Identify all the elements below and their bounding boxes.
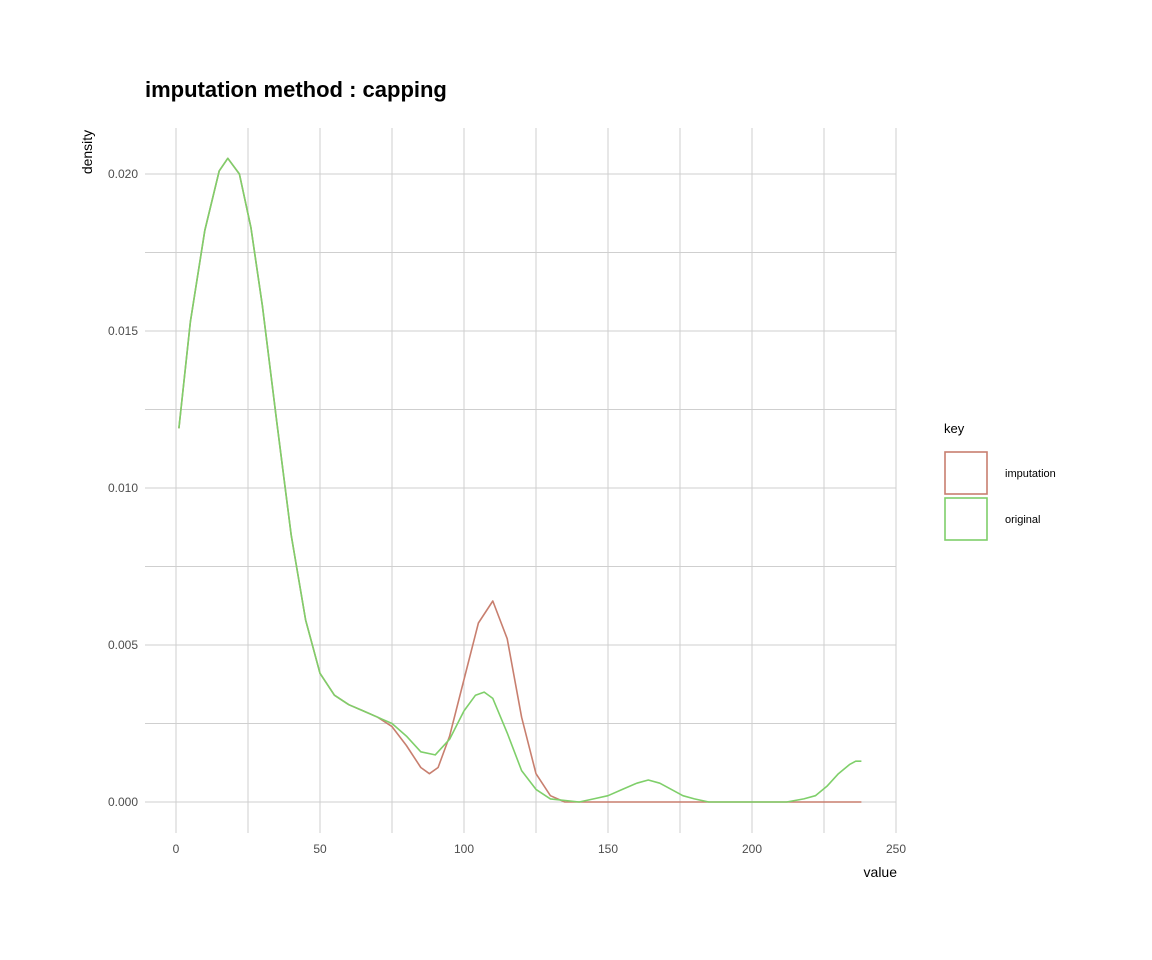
legend-key-imputation <box>944 451 988 495</box>
series-line-imputation <box>178 157 862 803</box>
y-tick-label: 0.000 <box>108 795 138 809</box>
y-axis-title: density <box>79 130 95 174</box>
chart-title: imputation method : capping <box>145 77 447 102</box>
x-tick-label: 150 <box>598 842 618 856</box>
y-tick-label: 0.020 <box>108 167 138 181</box>
x-tick-label: 100 <box>454 842 474 856</box>
series-lines <box>178 157 862 803</box>
x-tick-label: 200 <box>742 842 762 856</box>
grid-lines <box>145 128 897 833</box>
y-tick-label: 0.015 <box>108 324 138 338</box>
legend-key-original <box>944 497 988 541</box>
x-tick-label: 0 <box>173 842 180 856</box>
legend-label-imputation: imputation <box>1005 468 1056 480</box>
y-tick-label: 0.010 <box>108 481 138 495</box>
legend-label-original: original <box>1005 514 1040 526</box>
legend: key imputation original <box>944 421 1056 541</box>
series-line-original <box>178 157 862 803</box>
x-tick-label: 50 <box>313 842 327 856</box>
y-tick-label: 0.005 <box>108 638 138 652</box>
x-axis-title: value <box>864 864 898 880</box>
tick-labels: 0 50 100 150 200 250 0.000 0.005 0.010 0.015 0.020 <box>108 167 906 856</box>
x-tick-label: 250 <box>886 842 906 856</box>
legend-title: key <box>944 421 965 436</box>
